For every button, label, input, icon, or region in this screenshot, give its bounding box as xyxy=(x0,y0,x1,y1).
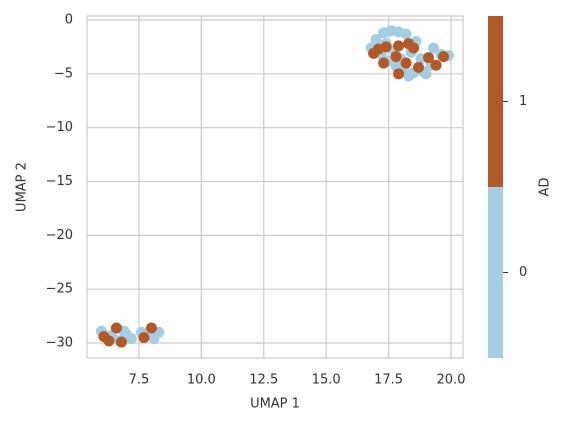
point xyxy=(368,47,380,59)
point xyxy=(400,57,412,69)
point xyxy=(438,51,450,63)
point xyxy=(393,68,405,80)
colorbar-segment xyxy=(488,16,503,187)
point xyxy=(428,42,440,54)
y-tick-label: −30 xyxy=(46,336,73,351)
point xyxy=(390,51,402,63)
y-tick-label: −25 xyxy=(46,282,73,297)
x-tick-label: 15.0 xyxy=(312,373,341,388)
point xyxy=(110,322,122,334)
y-tick-label: −5 xyxy=(54,66,73,81)
point xyxy=(400,28,412,40)
x-axis-label: UMAP 1 xyxy=(250,397,300,412)
point xyxy=(145,322,157,334)
colorbar-tick-label: 1 xyxy=(519,94,527,109)
point xyxy=(408,42,420,54)
point xyxy=(380,41,392,53)
point xyxy=(370,33,382,45)
x-tick-label: 10.0 xyxy=(187,373,216,388)
x-tick-label: 17.5 xyxy=(374,373,403,388)
point xyxy=(138,332,150,344)
y-tick-label: 0 xyxy=(65,12,73,27)
point xyxy=(148,333,160,345)
point xyxy=(378,57,390,69)
point xyxy=(103,335,115,347)
colorbar-segment xyxy=(488,187,503,358)
x-tick-label: 20.0 xyxy=(437,373,466,388)
point xyxy=(393,40,405,52)
point xyxy=(403,70,415,82)
y-tick-label: −15 xyxy=(46,174,73,189)
point xyxy=(115,336,127,348)
point xyxy=(423,52,435,64)
colorbar-tick-label: 0 xyxy=(519,265,527,280)
plot-frame xyxy=(86,15,464,359)
point xyxy=(420,68,432,80)
y-tick-label: −20 xyxy=(46,228,73,243)
y-axis-label: UMAP 2 xyxy=(15,162,30,212)
colorbar-label: AD xyxy=(538,178,553,197)
point xyxy=(430,59,442,71)
x-tick-label: 12.5 xyxy=(249,373,278,388)
x-tick-label: 7.5 xyxy=(129,373,150,388)
point xyxy=(413,61,425,73)
y-tick-label: −10 xyxy=(46,120,73,135)
